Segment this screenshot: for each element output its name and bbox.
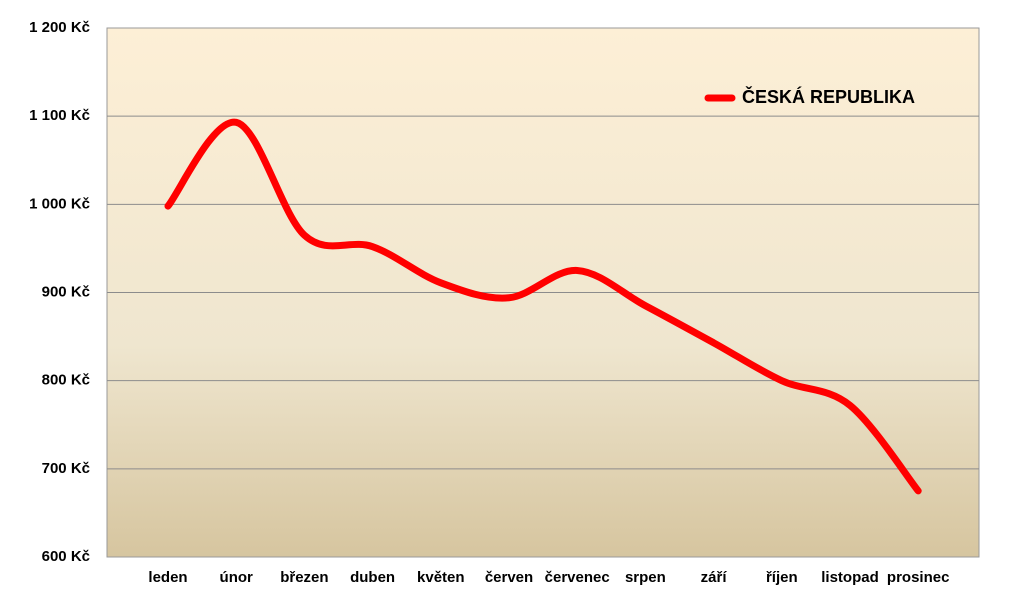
x-tick-label: červen bbox=[485, 569, 533, 586]
x-tick-label: listopad bbox=[821, 569, 879, 586]
y-tick-label: 1 100 Kč bbox=[29, 107, 90, 124]
y-tick-label: 700 Kč bbox=[42, 460, 90, 477]
y-tick-label: 600 Kč bbox=[42, 548, 90, 565]
x-tick-label: červenec bbox=[545, 569, 610, 586]
x-tick-label: září bbox=[701, 569, 728, 586]
y-tick-label: 1 000 Kč bbox=[29, 195, 90, 212]
x-tick-label: prosinec bbox=[887, 569, 950, 586]
x-tick-label: květen bbox=[417, 569, 465, 586]
y-tick-label: 800 Kč bbox=[42, 372, 90, 389]
x-tick-label: únor bbox=[220, 569, 253, 586]
y-tick-label: 1 200 Kč bbox=[29, 19, 90, 36]
x-tick-label: březen bbox=[280, 569, 328, 586]
legend-label: ČESKÁ REPUBLIKA bbox=[742, 86, 915, 107]
x-tick-label: duben bbox=[350, 569, 395, 586]
x-tick-label: srpen bbox=[625, 569, 666, 586]
series-line bbox=[164, 118, 922, 495]
x-tick-label: říjen bbox=[766, 569, 798, 586]
x-tick-label: leden bbox=[148, 569, 187, 586]
y-tick-label: 900 Kč bbox=[42, 283, 90, 300]
